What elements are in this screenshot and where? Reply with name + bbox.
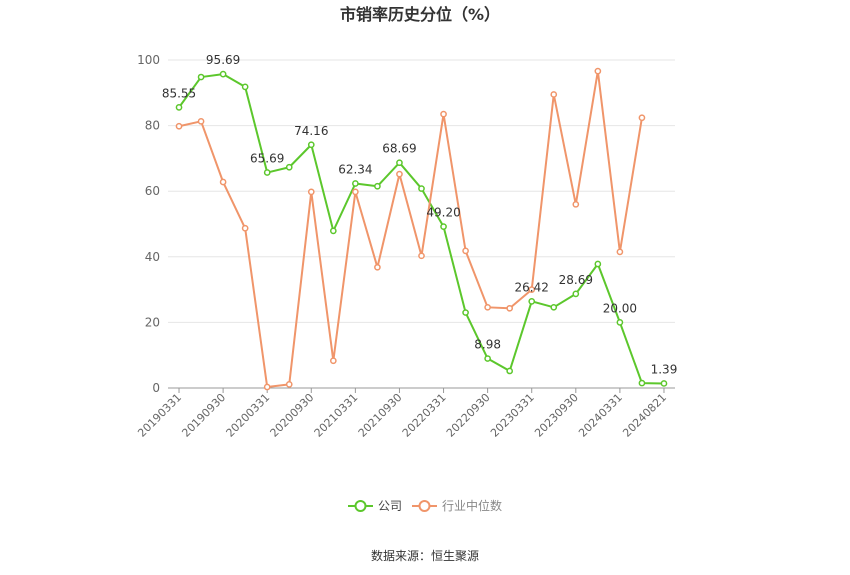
- data-point-company[interactable]: [528, 297, 536, 305]
- legend-item-industry-median[interactable]: 行业中位数: [412, 498, 502, 513]
- data-label: 68.69: [382, 142, 416, 156]
- x-tick-label: 20210930: [356, 391, 405, 440]
- series-line-industry-median: [178, 70, 643, 389]
- data-label: 65.69: [250, 152, 284, 166]
- data-point-company[interactable]: [616, 319, 624, 326]
- legend-item-company[interactable]: 公司: [348, 499, 402, 513]
- data-point-industry-median[interactable]: [484, 303, 491, 311]
- x-tick-label: 20240821: [620, 391, 669, 440]
- data-label: 26.42: [515, 280, 549, 294]
- x-tick-label: 20190930: [179, 391, 228, 440]
- data-point-company[interactable]: [638, 379, 646, 387]
- data-point-company[interactable]: [506, 367, 514, 375]
- data-point-industry-median[interactable]: [241, 224, 249, 232]
- legend-label-industry-median: 行业中位数: [442, 498, 502, 513]
- data-point-industry-median[interactable]: [197, 117, 205, 125]
- data-point-company[interactable]: [484, 355, 491, 362]
- x-tick-label: 20240331: [576, 391, 625, 440]
- data-label: 28.69: [559, 273, 593, 287]
- data-point-company[interactable]: [462, 309, 469, 316]
- y-tick-label: 60: [145, 184, 160, 198]
- data-point-industry-median[interactable]: [572, 200, 580, 208]
- data-point-industry-median[interactable]: [418, 252, 425, 260]
- data-label: 62.34: [338, 163, 372, 177]
- y-tick-label: 0: [152, 381, 160, 395]
- data-point-industry-median[interactable]: [219, 178, 227, 186]
- x-tick-label: 20230331: [488, 391, 537, 440]
- data-labels: 85.55 95.69 65.69 74.16 62.34 68.69 49.20 8.98 2…: [162, 53, 677, 376]
- data-label: 1.39: [651, 362, 678, 376]
- legend: 公司 行业中位数: [348, 498, 502, 513]
- data-point-company[interactable]: [241, 83, 249, 91]
- x-tick-label: 20190331: [135, 391, 184, 440]
- data-point-company[interactable]: [660, 380, 668, 387]
- data-point-industry-median[interactable]: [506, 304, 514, 312]
- data-source: 数据来源：恒生聚源: [371, 548, 479, 563]
- legend-label-company: 公司: [378, 499, 402, 513]
- x-tick-label: 20200930: [268, 391, 317, 440]
- series-lines: [175, 67, 668, 391]
- data-point-company[interactable]: [594, 260, 602, 268]
- data-point-company[interactable]: [175, 104, 183, 111]
- data-point-company[interactable]: [550, 303, 558, 311]
- data-label: 49.20: [426, 206, 460, 220]
- x-tick-label: 20200331: [224, 391, 273, 440]
- data-point-company[interactable]: [263, 169, 271, 176]
- y-tick-label: 80: [145, 119, 160, 133]
- data-point-industry-median[interactable]: [175, 122, 183, 130]
- data-point-company[interactable]: [307, 141, 315, 149]
- data-point-industry-median[interactable]: [550, 91, 558, 98]
- data-point-industry-median[interactable]: [329, 357, 337, 365]
- data-label: 20.00: [603, 301, 637, 315]
- chart-title: 市销率历史分位（%）: [340, 5, 500, 24]
- data-point-industry-median[interactable]: [440, 110, 447, 118]
- data-point-industry-median[interactable]: [616, 248, 624, 256]
- x-tick-label: 20220930: [444, 391, 493, 440]
- legend-marker-industry-median: [418, 500, 431, 512]
- data-point-industry-median[interactable]: [285, 381, 293, 388]
- data-point-company[interactable]: [418, 185, 425, 192]
- x-tick-label: 20220331: [400, 391, 449, 440]
- x-tick-label: 20210331: [312, 391, 361, 440]
- data-point-company[interactable]: [352, 180, 359, 187]
- x-tick-label: 20230930: [532, 391, 581, 440]
- series-line-company: [178, 73, 664, 385]
- data-point-industry-median[interactable]: [528, 286, 536, 293]
- data-point-company[interactable]: [374, 182, 381, 190]
- data-point-company[interactable]: [396, 159, 403, 167]
- data-point-company[interactable]: [572, 290, 580, 298]
- data-point-company[interactable]: [329, 227, 337, 235]
- y-tick-label: 40: [145, 250, 160, 264]
- data-point-industry-median[interactable]: [594, 67, 602, 75]
- data-point-industry-median[interactable]: [396, 170, 403, 178]
- data-point-industry-median[interactable]: [374, 263, 381, 271]
- data-point-industry-median[interactable]: [307, 188, 315, 196]
- data-point-company[interactable]: [197, 73, 205, 81]
- data-point-industry-median[interactable]: [638, 114, 646, 122]
- data-point-company[interactable]: [285, 163, 293, 171]
- axes: 0 20 40 60 80 100 2019033120190930202003312020…: [135, 53, 675, 440]
- data-point-industry-median[interactable]: [263, 383, 271, 391]
- y-tick-label: 20: [145, 315, 160, 329]
- legend-marker-company: [354, 500, 367, 512]
- data-label: 95.69: [206, 53, 240, 67]
- data-point-company[interactable]: [219, 70, 227, 78]
- y-tick-label: 100: [137, 53, 160, 67]
- data-point-industry-median[interactable]: [462, 247, 469, 255]
- data-label: 8.98: [474, 338, 501, 352]
- data-point-company[interactable]: [440, 223, 447, 230]
- data-label: 74.16: [294, 124, 328, 138]
- data-point-industry-median[interactable]: [352, 188, 359, 196]
- data-label: 85.55: [162, 86, 196, 100]
